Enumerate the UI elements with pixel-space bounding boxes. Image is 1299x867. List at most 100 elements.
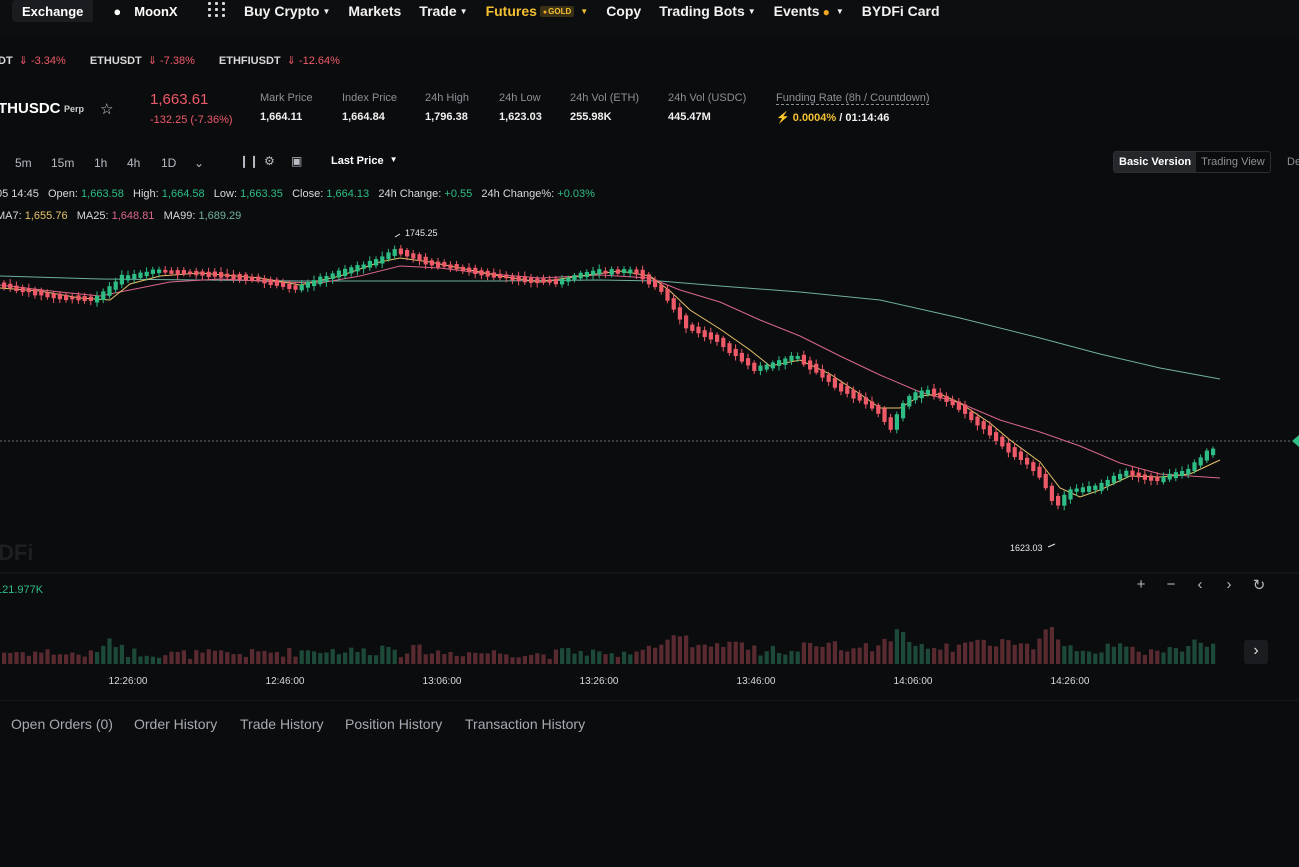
- candle-body: [256, 276, 261, 281]
- scroll-right-icon[interactable]: ›: [1226, 576, 1232, 593]
- candle-body: [832, 378, 837, 388]
- candle-body: [1049, 485, 1054, 501]
- tab-order-history[interactable]: Order History: [134, 716, 218, 732]
- volume-bar: [1025, 643, 1030, 664]
- volume-bar: [305, 650, 310, 664]
- nav-buy-crypto[interactable]: Buy Crypto ▼: [244, 3, 331, 19]
- candle-body: [987, 425, 992, 436]
- nav-copy[interactable]: Copy: [606, 3, 642, 19]
- candle-body: [789, 355, 794, 361]
- ticker-item[interactable]: DT ⇓ -3.34%: [0, 54, 66, 67]
- indicator-settings-icon[interactable]: ⚙: [264, 154, 275, 168]
- candle-body: [702, 330, 707, 338]
- volume-bar: [138, 656, 143, 664]
- trading-view-button[interactable]: Trading View: [1201, 156, 1265, 168]
- volume-bar: [987, 645, 992, 664]
- candle-body: [944, 395, 949, 402]
- scroll-left-icon[interactable]: ‹: [1197, 576, 1203, 593]
- volume-bar: [777, 653, 782, 664]
- candle-body: [597, 269, 602, 275]
- top-navigation: Exchange ● MoonX Buy Crypto ▼ Markets Trad…: [0, 0, 1299, 38]
- candle-body: [64, 294, 69, 301]
- ticker-item[interactable]: ETHFIUSDT ⇓ -12.64%: [218, 54, 340, 67]
- moonx-tab[interactable]: ● MoonX: [93, 0, 188, 22]
- candle-body: [70, 296, 75, 300]
- candle-body: [975, 416, 980, 426]
- price-type-select[interactable]: Last Price ▼: [331, 155, 398, 167]
- volume-bar: [281, 656, 286, 664]
- basic-version-button[interactable]: Basic Version: [1114, 152, 1197, 172]
- tf-1d[interactable]: 1D: [161, 156, 177, 170]
- nav-futures[interactable]: Futures ●GOLD ▼: [485, 3, 589, 19]
- screenshot-icon[interactable]: ▣: [291, 154, 303, 168]
- candle-body: [132, 274, 137, 279]
- tab-transaction-history[interactable]: Transaction History: [465, 716, 586, 732]
- volume-bar: [963, 642, 968, 664]
- candle-body: [119, 274, 124, 285]
- ticker-item[interactable]: ETHUSDT ⇓ -7.38%: [89, 54, 195, 67]
- tf-1h[interactable]: 1h: [94, 156, 108, 170]
- tab-trade-history[interactable]: Trade History: [240, 716, 324, 732]
- apps-grid-icon[interactable]: [208, 2, 226, 18]
- zoom-in-icon[interactable]: +: [1136, 576, 1146, 593]
- tf-15m[interactable]: 15m: [51, 156, 75, 170]
- chevron-down-icon: ▼: [580, 7, 589, 16]
- candle-body: [863, 397, 868, 405]
- nav-trading-bots[interactable]: Trading Bots ▼: [659, 3, 756, 19]
- volume-bar: [597, 651, 602, 664]
- zoom-out-icon[interactable]: −: [1166, 576, 1176, 593]
- volume-bar: [1000, 639, 1005, 664]
- candle-body: [181, 270, 186, 275]
- volume-bar: [591, 649, 596, 664]
- nav-markets[interactable]: Markets: [348, 3, 402, 19]
- stat-funding-rate[interactable]: Funding Rate (8h / Countdown) ⚡ 0.0004% /…: [776, 92, 930, 124]
- favorite-star-icon[interactable]: ☆: [100, 101, 114, 118]
- tf-4h[interactable]: 4h: [127, 156, 141, 170]
- volume-bar: [374, 655, 379, 664]
- volume-bar: [14, 652, 19, 664]
- volume-bar: [863, 643, 868, 664]
- candle-type-icon[interactable]: ❙❙: [239, 154, 260, 168]
- nav-events[interactable]: Events ● ▼: [773, 3, 844, 19]
- volume-bar: [181, 650, 186, 664]
- tab-open-orders[interactable]: Open Orders (0): [11, 716, 113, 732]
- high-marker-label: 1745.25: [405, 228, 438, 238]
- volume-bar: [1167, 647, 1172, 664]
- candle-body: [336, 270, 341, 278]
- candle-body: [504, 274, 509, 279]
- tab-position-history[interactable]: Position History: [345, 716, 443, 732]
- candle-body: [1149, 475, 1154, 481]
- candle-body: [870, 401, 875, 409]
- candle-body: [572, 275, 577, 280]
- tf-5m[interactable]: 5m: [15, 156, 32, 170]
- stat-24h-vol-usdc: 24h Vol (USDC) 445.47M: [668, 92, 747, 123]
- orders-panel: [0, 748, 1299, 867]
- candle-body: [268, 279, 273, 285]
- more-timeframes-icon[interactable]: ⌄: [194, 156, 205, 170]
- candle-body: [305, 282, 310, 288]
- candle-body: [628, 269, 633, 274]
- candle-body: [82, 296, 87, 302]
- volume-bar: [901, 631, 906, 664]
- candle-body: [206, 271, 211, 278]
- volume-bar: [429, 653, 434, 664]
- volume-label: 121.977K: [0, 584, 44, 596]
- price-chart[interactable]: 1745.25 1623.03: [0, 210, 1299, 700]
- candle-body: [1204, 450, 1209, 461]
- volume-bar: [26, 655, 31, 664]
- volume-bar: [826, 642, 831, 664]
- candle-body: [981, 421, 986, 430]
- nav-trade[interactable]: Trade ▼: [419, 3, 468, 19]
- depth-tab[interactable]: De: [1287, 156, 1299, 168]
- pair-symbol[interactable]: THUSDC: [0, 100, 61, 117]
- ma-legend: MA7: 1,655.76 MA25: 1,648.81 MA99: 1,689…: [0, 210, 242, 222]
- candle-body: [795, 356, 800, 359]
- exchange-tab[interactable]: Exchange: [22, 3, 84, 19]
- candle-body: [88, 296, 93, 301]
- chevron-right-icon[interactable]: ›: [1244, 640, 1268, 664]
- candle-body: [398, 248, 403, 255]
- volume-bar: [64, 654, 69, 664]
- nav-bydfi-card[interactable]: BYDFi Card: [861, 3, 940, 19]
- down-arrow-icon: ⇓: [286, 54, 296, 67]
- reset-chart-icon[interactable]: ↻: [1252, 577, 1266, 594]
